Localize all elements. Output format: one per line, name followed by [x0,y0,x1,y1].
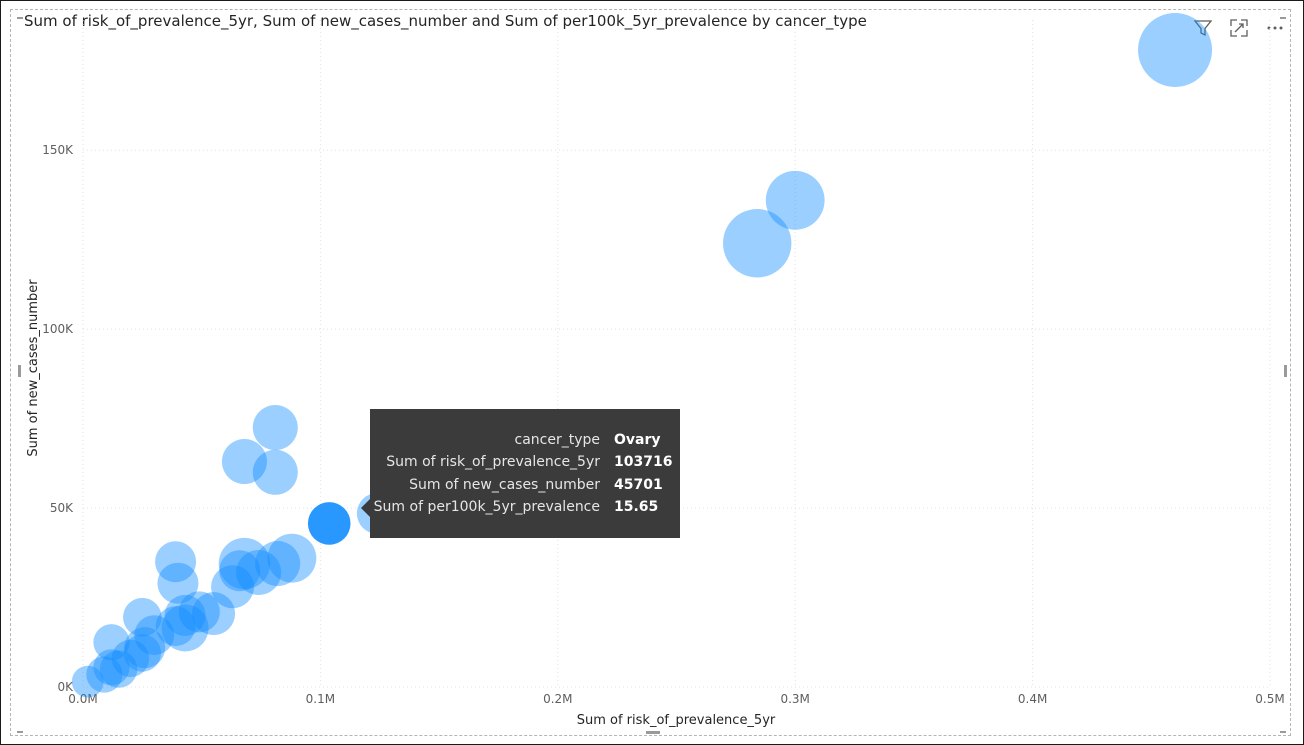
data-point[interactable] [211,565,255,609]
resize-handle-right[interactable] [1284,365,1287,377]
data-point[interactable] [255,541,301,587]
y-axis-ticks: 0K 50K 100K 150K [42,143,74,694]
tooltip-value: Ovary [614,432,661,448]
resize-handle-left[interactable] [18,365,21,377]
data-point[interactable] [1138,13,1213,87]
data-point[interactable] [155,606,196,647]
resize-handle-bottom[interactable] [646,731,660,734]
focus-mode-icon[interactable] [1228,17,1250,39]
data-point[interactable] [267,533,317,583]
tooltip-value: 15.65 [614,499,659,515]
y-tick-label: 100K [42,322,74,336]
data-point[interactable] [236,549,282,595]
data-point[interactable] [218,537,271,590]
data-point-highlighted[interactable] [307,502,351,545]
tooltip-value: 45701 [614,477,663,493]
data-point[interactable] [71,665,104,698]
tooltip-row-per100k: Sum of per100k_5yr_prevalence 15.65 [370,499,680,519]
data-point[interactable] [178,591,220,633]
resize-handle-top-left[interactable] [17,17,23,19]
data-point[interactable] [192,592,236,636]
tooltip-label: Sum of new_cases_number [409,477,600,493]
data-point[interactable] [111,639,150,678]
x-tick-label: 0.2M [543,692,572,706]
data-point[interactable] [252,405,298,451]
data-point[interactable] [99,650,138,688]
data-point[interactable] [164,594,206,636]
tooltip-row-risk: Sum of risk_of_prevalence_5yr 103716 [370,454,680,474]
data-point[interactable] [93,649,130,686]
y-axis-title: Sum of new_cases_number [26,279,41,457]
data-point[interactable] [157,562,199,604]
x-tick-label: 0.0M [68,692,97,706]
tooltip-value: 103716 [614,454,673,470]
x-axis-title: Sum of risk_of_prevalence_5yr [577,713,776,728]
data-point[interactable] [123,597,162,637]
data-point[interactable] [93,624,130,661]
x-tick-label: 0.4M [1018,692,1047,706]
resize-handle-bottom-left[interactable] [17,731,23,733]
tooltip-row-new-cases: Sum of new_cases_number 45701 [370,477,680,497]
tooltip: cancer_type Ovary Sum of risk_of_prevale… [361,409,680,538]
data-point[interactable] [155,541,197,583]
x-tick-label: 0.5M [1255,692,1284,706]
data-point[interactable] [134,615,175,656]
data-point[interactable] [161,604,209,652]
data-point[interactable] [765,170,825,230]
tooltip-label: Sum of per100k_5yr_prevalence [373,499,600,515]
resize-handle-top-right[interactable] [1280,17,1286,19]
data-point[interactable] [252,449,298,495]
x-axis-ticks: 0.0M 0.1M 0.2M 0.3M 0.4M 0.5M [68,692,1284,706]
x-tick-label: 0.3M [780,692,809,706]
x-tick-label: 0.1M [306,692,335,706]
resize-handle-bottom-right[interactable] [1280,731,1286,733]
data-point[interactable] [86,656,123,693]
tooltip-label: cancer_type [514,432,601,448]
tooltip-row-cancer-type: cancer_type Ovary [370,432,680,452]
data-points [71,13,1213,698]
data-point[interactable] [219,550,261,592]
data-point[interactable] [723,209,792,278]
filter-icon[interactable] [1192,17,1214,39]
data-point[interactable] [221,439,267,485]
y-tick-label: 50K [50,501,74,515]
visual-header-icons [1192,17,1286,39]
y-tick-label: 0K [57,680,74,694]
tooltip-label: Sum of risk_of_prevalence_5yr [386,454,600,470]
chart-title: Sum of risk_of_prevalence_5yr, Sum of ne… [24,12,867,30]
scatter-visual-container[interactable] [10,9,1291,736]
data-point[interactable] [124,627,166,669]
data-point[interactable] [123,634,162,672]
y-tick-label: 150K [42,143,74,157]
